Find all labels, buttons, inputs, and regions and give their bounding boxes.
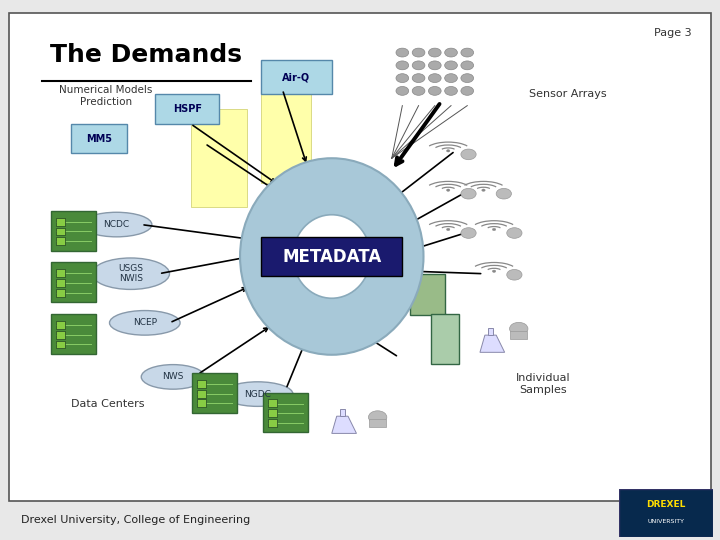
FancyBboxPatch shape bbox=[192, 373, 237, 413]
Circle shape bbox=[396, 73, 409, 83]
FancyBboxPatch shape bbox=[56, 321, 65, 329]
FancyBboxPatch shape bbox=[191, 109, 247, 207]
Text: DREXEL: DREXEL bbox=[647, 500, 685, 509]
Text: METADATA: METADATA bbox=[282, 247, 382, 266]
Ellipse shape bbox=[92, 258, 169, 289]
Circle shape bbox=[396, 48, 409, 57]
FancyBboxPatch shape bbox=[56, 218, 65, 226]
FancyBboxPatch shape bbox=[487, 328, 493, 335]
FancyBboxPatch shape bbox=[56, 289, 65, 297]
Text: NCDC: NCDC bbox=[104, 220, 130, 229]
FancyBboxPatch shape bbox=[340, 409, 345, 416]
Circle shape bbox=[446, 150, 450, 152]
FancyBboxPatch shape bbox=[261, 94, 310, 183]
FancyBboxPatch shape bbox=[369, 419, 386, 427]
FancyBboxPatch shape bbox=[261, 238, 402, 275]
Text: USGS
NWIS: USGS NWIS bbox=[118, 264, 143, 284]
Text: Numerical Models
Prediction: Numerical Models Prediction bbox=[59, 85, 153, 107]
Circle shape bbox=[428, 61, 441, 70]
Circle shape bbox=[445, 48, 457, 57]
Text: UNIVERSITY: UNIVERSITY bbox=[647, 519, 685, 524]
FancyBboxPatch shape bbox=[51, 262, 96, 302]
Circle shape bbox=[461, 188, 476, 199]
Circle shape bbox=[461, 48, 474, 57]
FancyBboxPatch shape bbox=[197, 390, 206, 397]
Circle shape bbox=[396, 61, 409, 70]
FancyBboxPatch shape bbox=[410, 274, 446, 315]
FancyBboxPatch shape bbox=[56, 279, 65, 287]
Ellipse shape bbox=[222, 382, 293, 407]
Circle shape bbox=[492, 228, 496, 231]
FancyBboxPatch shape bbox=[56, 269, 65, 277]
Circle shape bbox=[445, 86, 457, 96]
Circle shape bbox=[445, 61, 457, 70]
Polygon shape bbox=[480, 335, 505, 352]
Circle shape bbox=[461, 149, 476, 160]
Circle shape bbox=[446, 228, 450, 231]
Circle shape bbox=[413, 48, 425, 57]
Text: Individual
Samples: Individual Samples bbox=[516, 374, 571, 395]
Circle shape bbox=[492, 270, 496, 272]
Circle shape bbox=[461, 61, 474, 70]
FancyBboxPatch shape bbox=[268, 400, 276, 407]
FancyBboxPatch shape bbox=[56, 238, 65, 245]
Text: Air-Q: Air-Q bbox=[282, 72, 310, 82]
FancyBboxPatch shape bbox=[510, 330, 527, 339]
Text: The Demands: The Demands bbox=[50, 43, 241, 67]
Circle shape bbox=[428, 73, 441, 83]
Polygon shape bbox=[332, 416, 356, 434]
Circle shape bbox=[510, 322, 528, 335]
FancyBboxPatch shape bbox=[9, 13, 711, 501]
Circle shape bbox=[507, 269, 522, 280]
Ellipse shape bbox=[141, 364, 204, 389]
Circle shape bbox=[461, 73, 474, 83]
Circle shape bbox=[446, 189, 450, 191]
Text: Sensor Arrays: Sensor Arrays bbox=[529, 89, 607, 99]
Text: HSPF: HSPF bbox=[173, 104, 202, 114]
FancyBboxPatch shape bbox=[197, 400, 206, 407]
FancyBboxPatch shape bbox=[56, 330, 65, 339]
Ellipse shape bbox=[293, 215, 371, 298]
FancyBboxPatch shape bbox=[56, 227, 65, 235]
Ellipse shape bbox=[240, 158, 423, 355]
FancyBboxPatch shape bbox=[263, 393, 307, 433]
Circle shape bbox=[482, 189, 485, 191]
FancyBboxPatch shape bbox=[71, 124, 127, 153]
Text: NCEP: NCEP bbox=[132, 319, 157, 327]
Circle shape bbox=[428, 48, 441, 57]
Circle shape bbox=[413, 86, 425, 96]
FancyBboxPatch shape bbox=[56, 341, 65, 348]
Circle shape bbox=[507, 228, 522, 238]
FancyBboxPatch shape bbox=[268, 419, 276, 427]
Circle shape bbox=[428, 86, 441, 96]
Circle shape bbox=[445, 73, 457, 83]
FancyBboxPatch shape bbox=[261, 60, 332, 94]
Ellipse shape bbox=[109, 310, 180, 335]
FancyBboxPatch shape bbox=[619, 489, 713, 537]
Circle shape bbox=[413, 73, 425, 83]
Text: NWS: NWS bbox=[162, 373, 184, 381]
Text: Drexel University, College of Engineering: Drexel University, College of Engineerin… bbox=[22, 515, 251, 525]
Ellipse shape bbox=[81, 212, 152, 237]
Text: Data Centers: Data Centers bbox=[71, 399, 144, 409]
FancyBboxPatch shape bbox=[51, 211, 96, 251]
FancyBboxPatch shape bbox=[197, 380, 206, 388]
Circle shape bbox=[413, 61, 425, 70]
Text: Page 3: Page 3 bbox=[654, 28, 692, 38]
Text: NGDC: NGDC bbox=[244, 389, 271, 399]
Text: MM5: MM5 bbox=[86, 133, 112, 144]
FancyBboxPatch shape bbox=[268, 409, 276, 417]
FancyBboxPatch shape bbox=[51, 314, 96, 354]
Circle shape bbox=[461, 228, 476, 238]
FancyBboxPatch shape bbox=[431, 314, 459, 364]
Circle shape bbox=[369, 411, 387, 423]
Circle shape bbox=[496, 188, 511, 199]
Circle shape bbox=[461, 86, 474, 96]
Circle shape bbox=[396, 86, 409, 96]
FancyBboxPatch shape bbox=[156, 94, 219, 124]
